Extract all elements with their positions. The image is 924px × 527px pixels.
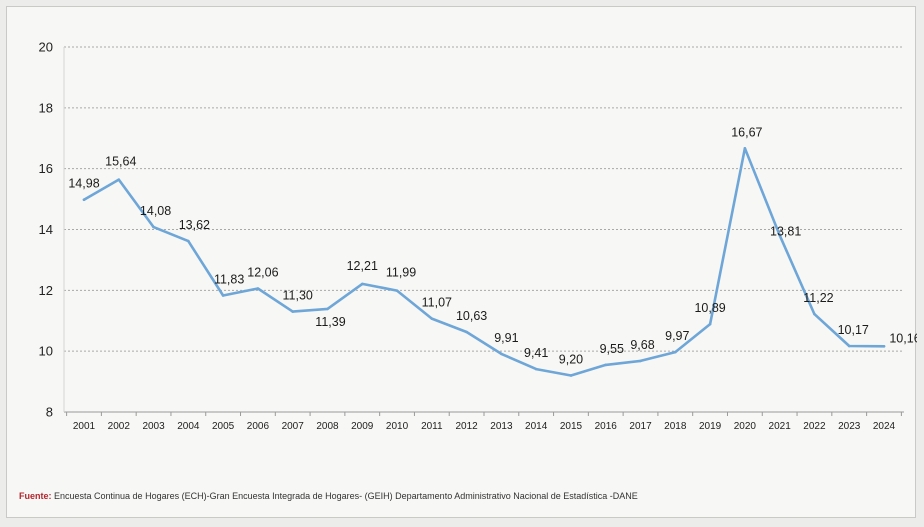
data-label-2001: 14,98	[68, 177, 99, 191]
data-label-2009: 12,21	[347, 259, 378, 273]
data-label-2024: 10,16	[889, 331, 917, 345]
data-point-2012	[465, 330, 468, 334]
x-tick-label-2013: 2013	[490, 421, 513, 432]
x-tick-label-2004: 2004	[177, 421, 200, 432]
data-point-2022	[813, 312, 816, 316]
data-point-2021	[778, 233, 781, 237]
y-tick-label-18: 18	[39, 100, 53, 115]
data-label-2021: 13,81	[770, 224, 801, 238]
data-point-2009	[360, 282, 364, 286]
data-label-2006: 12,06	[247, 266, 278, 280]
data-point-2006	[256, 287, 260, 290]
data-point-2007	[291, 310, 294, 313]
data-label-2017: 9,68	[630, 338, 654, 352]
data-point-2015	[569, 374, 573, 377]
x-tick-label-2019: 2019	[699, 421, 722, 432]
x-tick-label-2020: 2020	[734, 421, 757, 432]
data-label-2008: 11,39	[315, 315, 345, 329]
x-tick-label-2018: 2018	[664, 421, 687, 432]
x-tick-label-2015: 2015	[560, 421, 583, 432]
data-label-2020: 16,67	[731, 125, 762, 139]
data-label-2003: 14,08	[140, 204, 171, 218]
data-point-2019	[708, 322, 712, 326]
x-tick-label-2023: 2023	[838, 421, 861, 432]
data-labels: 14,98 15,64 14,08 13,62 11,83 12,06 11,3011,39…	[68, 125, 917, 366]
data-point-2010	[395, 289, 399, 292]
x-tick-label-2017: 2017	[629, 421, 652, 432]
data-label-2015: 9,20	[559, 353, 583, 367]
source-text: Encuesta Continua de Hogares (ECH)-Gran …	[51, 491, 638, 501]
data-label-2016: 9,55	[600, 342, 624, 356]
series-layer	[82, 146, 886, 377]
y-tick-label-20: 20	[39, 40, 53, 55]
data-label-2011: 11,07	[422, 296, 452, 310]
data-point-2001	[82, 198, 86, 201]
data-point-2016	[604, 363, 608, 367]
x-tick-label-2008: 2008	[316, 421, 339, 432]
source-label: Fuente:	[19, 491, 52, 501]
y-tick-label-16: 16	[39, 161, 53, 176]
data-label-2005: 11,83	[214, 273, 244, 287]
data-point-2017	[639, 359, 642, 363]
data-label-2023: 10,17	[838, 323, 869, 337]
data-point-2013	[500, 352, 503, 356]
data-label-2022: 11,22	[803, 291, 833, 305]
data-point-2011	[430, 317, 434, 320]
data-point-2002	[117, 178, 121, 181]
data-label-2014: 9,41	[524, 346, 548, 360]
x-tick-label-2016: 2016	[595, 421, 618, 432]
data-point-2003	[152, 225, 155, 229]
data-point-2005	[221, 294, 225, 297]
x-tick-label-2006: 2006	[247, 421, 270, 432]
x-tick-label-2001: 2001	[73, 421, 96, 432]
data-point-2014	[534, 367, 538, 371]
source-note: Fuente: Encuesta Continua de Hogares (EC…	[19, 491, 638, 501]
data-point-2004	[187, 239, 190, 243]
data-label-2019: 10,89	[694, 301, 725, 315]
data-label-2010: 11,99	[386, 266, 416, 280]
gridlines	[64, 46, 904, 352]
chart-frame: 8 10 12 14 16 18 20 2001 2002 2003 2004 2005 2006 20…	[6, 6, 917, 518]
data-label-2018: 9,97	[665, 329, 689, 343]
x-tick-label-2003: 2003	[142, 421, 165, 432]
y-tick-label-10: 10	[39, 344, 53, 359]
y-tick-label-12: 12	[39, 283, 53, 298]
x-axis-ticks: 2001 2002 2003 2004 2005 2006 2007 2008 2009 2010…	[73, 421, 896, 432]
data-point-2008	[326, 307, 329, 311]
y-axis-ticks: 8 10 12 14 16 18 20	[39, 40, 53, 420]
x-tick-label-2009: 2009	[351, 421, 374, 432]
x-tick-label-2002: 2002	[108, 421, 131, 432]
x-tick-label-2011: 2011	[421, 421, 443, 432]
y-tick-label-8: 8	[46, 405, 53, 420]
x-tick-label-2022: 2022	[803, 421, 826, 432]
x-tick-label-2014: 2014	[525, 421, 548, 432]
x-tick-label-2007: 2007	[282, 421, 305, 432]
data-point-2020	[743, 146, 747, 150]
data-point-2024	[882, 345, 886, 348]
x-tick-label-2012: 2012	[455, 421, 478, 432]
data-label-2004: 13,62	[179, 218, 210, 232]
data-label-2002: 15,64	[105, 155, 136, 169]
data-point-2023	[847, 344, 851, 348]
data-label-2007: 11,30	[283, 289, 313, 303]
x-axis	[63, 47, 904, 416]
series-line	[82, 147, 886, 377]
data-label-2013: 9,91	[494, 331, 518, 345]
data-point-2018	[674, 350, 677, 354]
data-label-2012: 10,63	[456, 309, 487, 323]
x-tick-label-2005: 2005	[212, 421, 235, 432]
x-tick-label-2024: 2024	[873, 421, 896, 432]
y-tick-label-14: 14	[39, 222, 53, 237]
x-tick-label-2010: 2010	[386, 421, 409, 432]
x-tick-label-2021: 2021	[769, 421, 792, 432]
